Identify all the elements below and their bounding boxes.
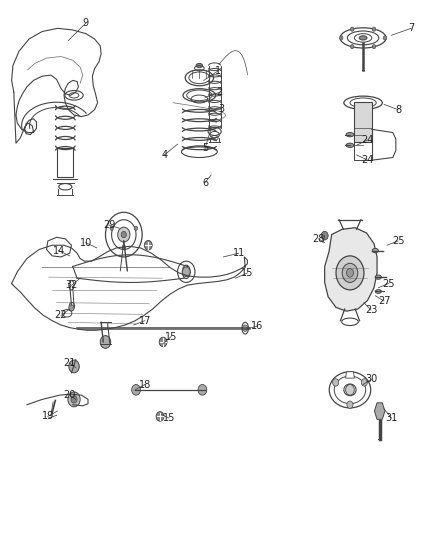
Text: 23: 23: [365, 305, 377, 315]
Text: 14: 14: [53, 246, 65, 255]
Circle shape: [122, 245, 126, 249]
Text: 25: 25: [382, 279, 395, 288]
Text: 2: 2: [217, 87, 223, 97]
Text: 27: 27: [378, 296, 390, 306]
Ellipse shape: [372, 248, 378, 253]
Text: 10: 10: [80, 238, 92, 247]
Circle shape: [71, 395, 77, 403]
Circle shape: [134, 226, 138, 230]
Circle shape: [321, 231, 328, 240]
Circle shape: [182, 267, 190, 277]
Text: 24: 24: [361, 135, 374, 145]
Circle shape: [69, 305, 74, 311]
Text: 6: 6: [202, 177, 208, 188]
Ellipse shape: [375, 275, 381, 279]
Ellipse shape: [359, 36, 367, 40]
Circle shape: [68, 392, 80, 407]
Circle shape: [132, 384, 141, 395]
Polygon shape: [346, 372, 354, 378]
Text: 3: 3: [218, 104, 224, 114]
Circle shape: [383, 36, 387, 40]
Text: 7: 7: [408, 23, 414, 34]
Circle shape: [159, 337, 167, 347]
Polygon shape: [374, 403, 385, 419]
Circle shape: [243, 325, 248, 332]
Bar: [354, 102, 372, 142]
Ellipse shape: [375, 289, 381, 293]
Text: 8: 8: [395, 104, 401, 115]
Circle shape: [350, 45, 354, 49]
Text: 17: 17: [138, 316, 151, 326]
Circle shape: [156, 411, 164, 421]
Text: 25: 25: [392, 236, 404, 246]
Polygon shape: [325, 228, 377, 311]
Text: 31: 31: [385, 413, 398, 423]
Text: 11: 11: [233, 248, 245, 258]
Circle shape: [145, 240, 152, 250]
Circle shape: [350, 27, 354, 31]
Text: 15: 15: [162, 413, 175, 423]
Text: 30: 30: [366, 374, 378, 384]
Text: 32: 32: [66, 280, 78, 290]
Text: 1: 1: [215, 66, 221, 76]
Ellipse shape: [346, 133, 354, 137]
Text: 20: 20: [64, 390, 76, 400]
Circle shape: [336, 256, 364, 290]
Text: 28: 28: [312, 234, 325, 244]
Text: 16: 16: [251, 321, 264, 331]
Bar: [57, 148, 73, 177]
Text: 21: 21: [64, 358, 76, 368]
Circle shape: [346, 269, 353, 277]
Text: 18: 18: [139, 379, 151, 390]
Circle shape: [121, 231, 127, 238]
Text: 29: 29: [103, 220, 115, 230]
Circle shape: [372, 27, 376, 31]
Circle shape: [332, 378, 339, 386]
Circle shape: [198, 384, 207, 395]
Bar: [354, 142, 372, 160]
Circle shape: [361, 378, 367, 386]
Circle shape: [100, 336, 111, 349]
Circle shape: [347, 401, 353, 408]
Text: 24: 24: [361, 155, 374, 165]
Text: 9: 9: [83, 18, 89, 28]
Text: 15: 15: [165, 332, 177, 342]
Text: 5: 5: [202, 143, 208, 154]
Circle shape: [372, 45, 376, 49]
Circle shape: [346, 384, 354, 395]
Text: 22: 22: [55, 310, 67, 320]
Circle shape: [69, 360, 79, 373]
Text: 15: 15: [241, 268, 254, 278]
Circle shape: [110, 226, 113, 230]
Circle shape: [342, 263, 358, 282]
Text: 4: 4: [161, 150, 167, 160]
Ellipse shape: [346, 143, 354, 148]
Circle shape: [118, 227, 130, 242]
Circle shape: [339, 36, 343, 40]
Text: 19: 19: [42, 411, 54, 422]
Ellipse shape: [196, 63, 203, 68]
